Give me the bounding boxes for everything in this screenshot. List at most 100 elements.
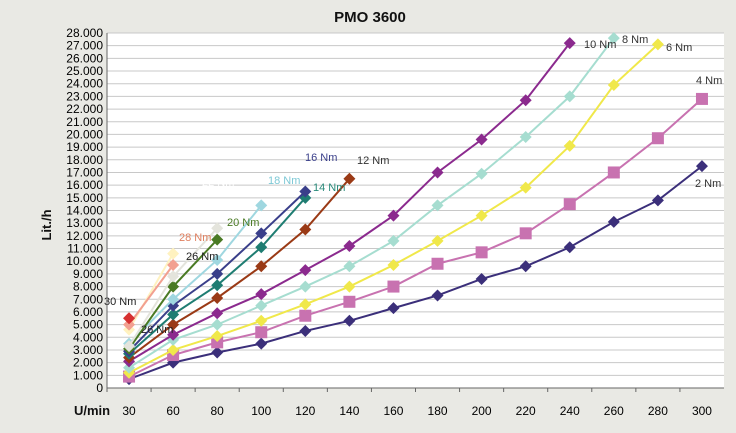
chart-title: PMO 3600 bbox=[334, 9, 406, 26]
data-point bbox=[255, 314, 268, 327]
data-point bbox=[211, 330, 224, 343]
data-point bbox=[167, 280, 180, 293]
data-point bbox=[255, 241, 268, 254]
x-tick-label: 30 bbox=[122, 404, 136, 418]
y-tick-label: 5.000 bbox=[73, 318, 103, 332]
data-point bbox=[387, 259, 400, 272]
y-tick-label: 16.000 bbox=[66, 178, 103, 192]
data-point bbox=[695, 92, 708, 105]
y-tick-label: 20.000 bbox=[66, 127, 103, 141]
y-tick-label: 14.000 bbox=[66, 204, 103, 218]
data-point bbox=[563, 90, 576, 103]
data-point bbox=[343, 295, 356, 308]
data-point bbox=[563, 139, 576, 152]
data-point bbox=[255, 326, 268, 339]
data-point bbox=[255, 337, 268, 350]
data-point bbox=[167, 328, 180, 341]
series-label: 22 Nm bbox=[202, 177, 234, 189]
data-point bbox=[519, 94, 532, 107]
y-tick-label: 27.000 bbox=[66, 39, 103, 53]
y-tick-label: 21.000 bbox=[66, 115, 103, 129]
x-tick-label: 300 bbox=[692, 404, 712, 418]
series-line bbox=[128, 253, 174, 331]
data-point bbox=[167, 293, 180, 306]
x-tick-label: 160 bbox=[383, 404, 403, 418]
series-label: 20 Nm bbox=[227, 217, 259, 229]
y-tick-label: 19.000 bbox=[66, 140, 103, 154]
data-point bbox=[431, 257, 444, 270]
data-point bbox=[475, 246, 488, 259]
data-point bbox=[167, 270, 180, 283]
series-label: 12 Nm bbox=[357, 155, 389, 167]
data-point bbox=[343, 172, 356, 185]
data-point bbox=[211, 336, 224, 349]
data-point bbox=[563, 241, 576, 254]
series-line bbox=[128, 98, 703, 378]
series-label: 26 Nm bbox=[186, 251, 218, 263]
data-point bbox=[387, 302, 400, 315]
y-tick-label: 0 bbox=[96, 381, 103, 395]
y-tick-label: 24.000 bbox=[66, 77, 103, 91]
y-tick-label: 6.000 bbox=[73, 305, 103, 319]
data-point bbox=[475, 272, 488, 285]
series-28-nm bbox=[123, 259, 180, 331]
series-30-nm bbox=[123, 312, 136, 325]
data-point bbox=[519, 181, 532, 194]
series-label: 4 Nm bbox=[696, 75, 722, 87]
y-tick-label: 10.000 bbox=[66, 254, 103, 268]
data-point bbox=[607, 166, 620, 179]
series-label: 28 Nm bbox=[179, 232, 211, 244]
data-point bbox=[695, 160, 708, 173]
series-line bbox=[128, 178, 351, 359]
series-6-nm bbox=[123, 38, 664, 379]
data-point bbox=[211, 318, 224, 331]
series-label: 8 Nm bbox=[622, 34, 648, 46]
data-point bbox=[299, 298, 312, 311]
data-point bbox=[211, 307, 224, 320]
data-point bbox=[255, 199, 268, 212]
data-point bbox=[563, 198, 576, 211]
data-point bbox=[475, 167, 488, 180]
x-tick-label: 200 bbox=[472, 404, 492, 418]
y-tick-label: 9.000 bbox=[73, 267, 103, 281]
data-point bbox=[343, 260, 356, 273]
x-tick-label: 240 bbox=[560, 404, 580, 418]
y-tick-label: 26.000 bbox=[66, 51, 103, 65]
y-tick-label: 28.000 bbox=[66, 26, 103, 40]
series-10-nm bbox=[123, 37, 576, 368]
y-axis-ticks: 01.0002.0003.0004.0005.0006.0007.0008.00… bbox=[66, 26, 103, 395]
x-axis-ticks: 30 60 80 100 120 140 160 180 200 220 240 260 280 300 bbox=[106, 388, 712, 418]
x-tick-label: 80 bbox=[210, 404, 224, 418]
data-point bbox=[519, 260, 532, 273]
series-18-nm bbox=[123, 199, 268, 350]
series-14-nm bbox=[123, 191, 312, 360]
y-tick-label: 1.000 bbox=[73, 368, 103, 382]
series-labels: 2 Nm 4 Nm 6 Nm 8 Nm 10 Nm 12 Nm 14 Nm 16 Nm 18 N… bbox=[104, 34, 722, 336]
data-point bbox=[431, 234, 444, 247]
data-point bbox=[123, 361, 136, 374]
data-point bbox=[651, 132, 664, 145]
data-point bbox=[651, 194, 664, 207]
data-point bbox=[255, 227, 268, 240]
data-point bbox=[299, 264, 312, 277]
x-axis-title: U/min bbox=[74, 403, 110, 418]
y-tick-label: 18.000 bbox=[66, 153, 103, 167]
series-line bbox=[128, 204, 263, 345]
data-point bbox=[123, 340, 136, 353]
data-point bbox=[299, 324, 312, 337]
data-point bbox=[387, 209, 400, 222]
y-tick-label: 22.000 bbox=[66, 102, 103, 116]
data-point bbox=[299, 309, 312, 322]
data-point bbox=[299, 223, 312, 236]
series-label: 10 Nm bbox=[584, 39, 616, 51]
data-point bbox=[211, 346, 224, 359]
series-label: 26 Nm bbox=[141, 324, 173, 336]
data-point bbox=[431, 166, 444, 179]
data-point bbox=[255, 288, 268, 301]
data-point bbox=[123, 312, 136, 325]
data-point bbox=[343, 280, 356, 293]
data-point bbox=[607, 78, 620, 91]
series-label: 2 Nm bbox=[695, 178, 721, 190]
series-22-nm bbox=[123, 222, 224, 353]
data-point bbox=[387, 234, 400, 247]
